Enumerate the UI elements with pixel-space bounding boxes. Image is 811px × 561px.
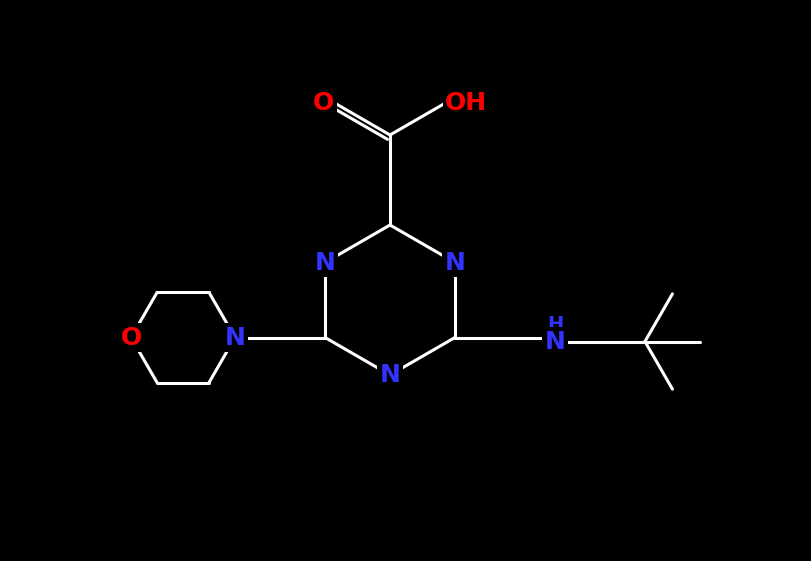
Text: O: O xyxy=(120,325,141,350)
Text: H: H xyxy=(546,315,562,334)
Text: N: N xyxy=(225,325,245,350)
Text: N: N xyxy=(314,251,335,274)
Text: N: N xyxy=(444,251,465,274)
Text: O: O xyxy=(313,90,334,114)
Text: N: N xyxy=(544,329,564,353)
Text: N: N xyxy=(379,363,400,387)
Text: OH: OH xyxy=(444,90,487,114)
